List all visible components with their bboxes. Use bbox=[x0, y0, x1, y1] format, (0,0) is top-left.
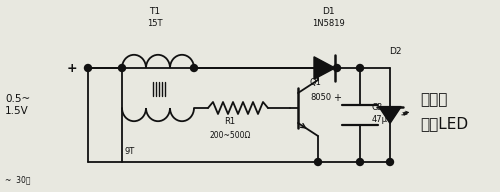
Text: +: + bbox=[66, 61, 78, 74]
Text: 8050: 8050 bbox=[310, 93, 331, 102]
Text: 9T: 9T bbox=[125, 147, 135, 156]
Text: 白色LED: 白色LED bbox=[420, 117, 468, 132]
Circle shape bbox=[314, 159, 322, 166]
Circle shape bbox=[386, 159, 394, 166]
Circle shape bbox=[190, 65, 198, 71]
Text: R1: R1 bbox=[224, 118, 235, 127]
Circle shape bbox=[334, 65, 340, 71]
Text: D2: D2 bbox=[389, 47, 401, 56]
Circle shape bbox=[118, 65, 126, 71]
Text: Q1: Q1 bbox=[310, 78, 322, 87]
Text: +: + bbox=[333, 93, 341, 103]
Circle shape bbox=[314, 65, 322, 71]
Text: T1: T1 bbox=[150, 7, 160, 17]
Circle shape bbox=[356, 159, 364, 166]
Text: 0.5~
1.5V: 0.5~ 1.5V bbox=[5, 94, 30, 116]
Circle shape bbox=[84, 65, 91, 71]
Polygon shape bbox=[379, 107, 401, 123]
Text: 青色・: 青色・ bbox=[420, 93, 448, 108]
Text: 47μ: 47μ bbox=[372, 116, 388, 124]
Text: D1: D1 bbox=[322, 7, 334, 17]
Text: 200~500Ω: 200~500Ω bbox=[210, 131, 250, 140]
Circle shape bbox=[356, 65, 364, 71]
Text: 1N5819: 1N5819 bbox=[312, 20, 344, 28]
Text: C3: C3 bbox=[372, 103, 384, 113]
Text: ~  30美: ~ 30美 bbox=[5, 175, 30, 185]
Text: 15T: 15T bbox=[147, 20, 163, 28]
Polygon shape bbox=[314, 57, 335, 79]
